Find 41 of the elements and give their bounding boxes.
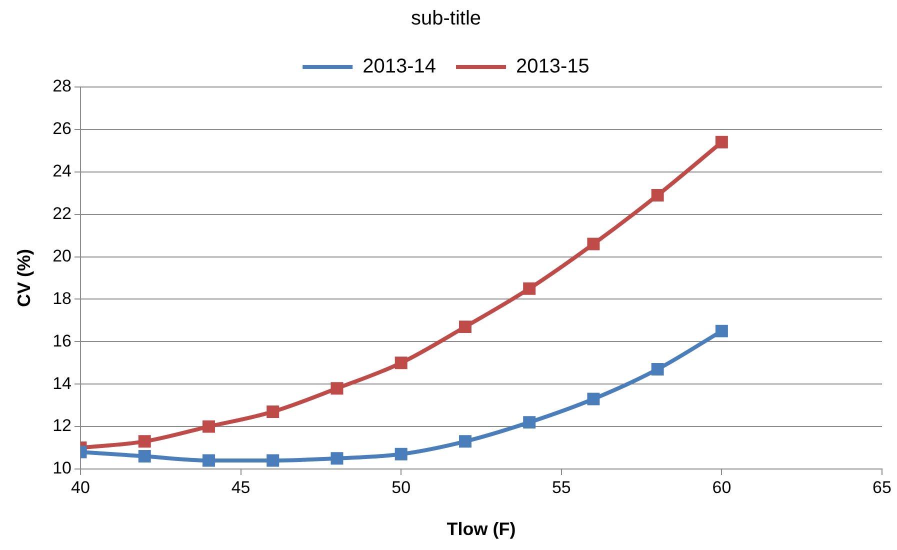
legend-label: 2013-14 [362, 56, 436, 78]
y-tick-label: 20 [52, 246, 72, 266]
point [330, 452, 344, 465]
x-tick-label: 40 [71, 478, 90, 497]
point [458, 435, 472, 448]
point [651, 363, 664, 376]
y-tick-label: 28 [52, 76, 72, 96]
point [587, 392, 600, 406]
x-tick-label: 50 [392, 478, 411, 497]
y-tick-label: 24 [52, 162, 72, 181]
x-tick-label: 55 [552, 478, 571, 497]
point [202, 420, 215, 433]
point [651, 188, 664, 202]
point [266, 454, 280, 467]
point [394, 448, 408, 460]
y-tick-label: 12 [52, 416, 72, 436]
point [458, 320, 472, 334]
point [715, 136, 728, 148]
point [587, 238, 600, 250]
y-tick-label: 14 [52, 374, 72, 393]
point [523, 416, 536, 429]
y-axis-title: CV (%) [14, 248, 34, 307]
point [523, 282, 536, 295]
point [266, 405, 280, 418]
y-tick-label: 26 [52, 119, 72, 138]
point [138, 435, 151, 448]
y-tick-label: 10 [52, 458, 72, 478]
y-tick-label: 18 [52, 288, 72, 308]
point [202, 454, 215, 467]
point [138, 450, 151, 463]
point [715, 324, 728, 338]
point [394, 356, 408, 370]
point [330, 382, 344, 395]
legend-label: 2013-15 [516, 56, 590, 78]
x-axis-title: Tlow (F) [446, 519, 516, 540]
y-tick-label: 16 [52, 331, 72, 350]
x-tick-label: 60 [712, 478, 732, 497]
y-tick-label: 22 [52, 204, 72, 224]
x-tick-label: 45 [231, 478, 250, 497]
x-tick-label: 65 [872, 478, 892, 497]
chart-title: sub-title [410, 8, 482, 30]
